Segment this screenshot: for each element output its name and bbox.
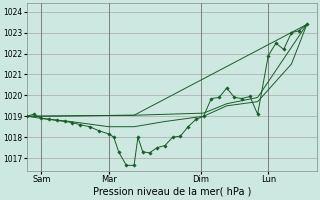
X-axis label: Pression niveau de la mer( hPa ): Pression niveau de la mer( hPa )	[92, 187, 251, 197]
